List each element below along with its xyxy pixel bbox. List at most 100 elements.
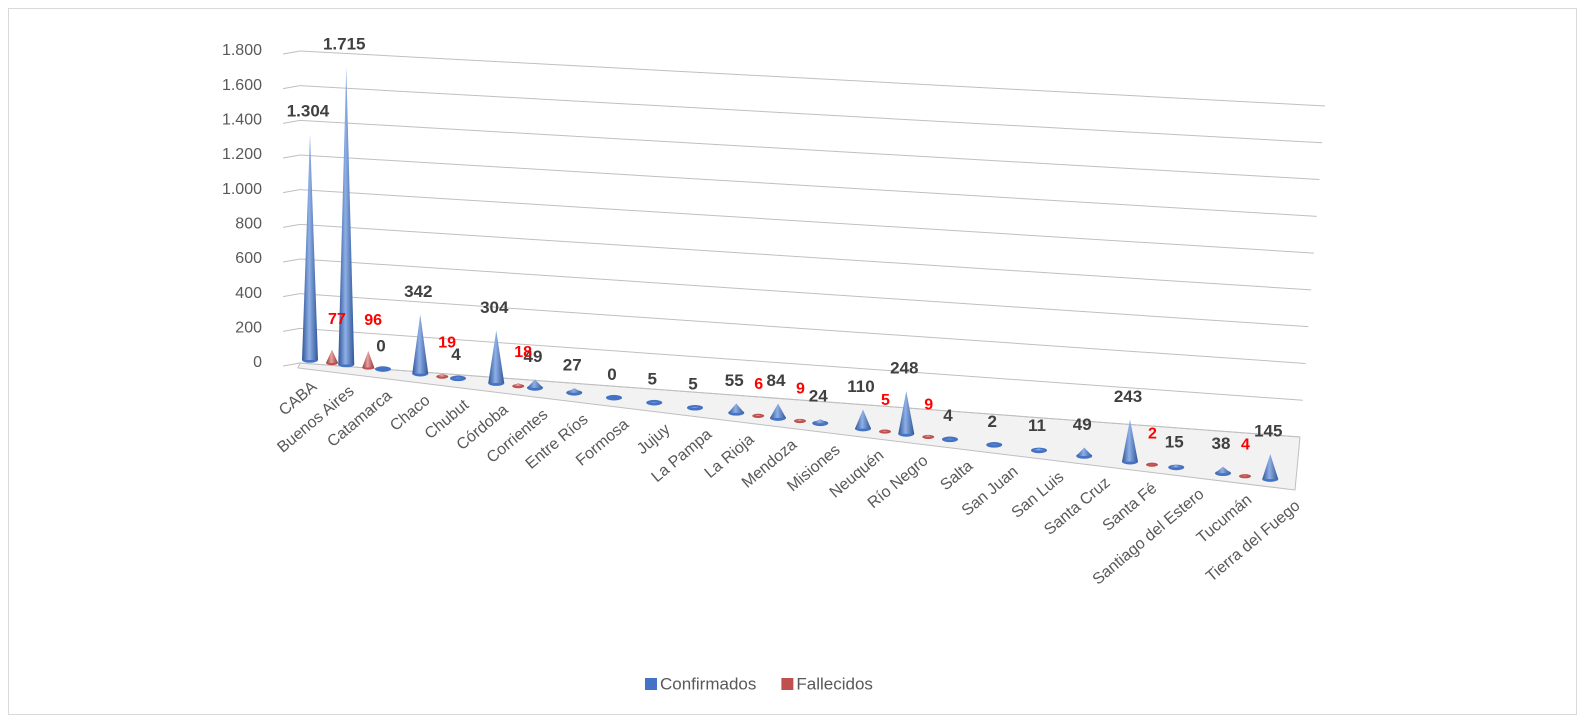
y-tick-label: 0 [253,354,262,371]
cone [1262,453,1279,482]
grid-line [299,258,1309,328]
data-label: 9 [924,397,933,414]
cone [1031,447,1047,454]
y-tick-label: 1.600 [222,77,262,94]
data-label: 24 [809,387,828,406]
cone [687,404,703,411]
cone [375,366,391,372]
cone [302,133,318,363]
data-label: 19 [438,335,456,352]
data-label: 1.304 [287,101,330,120]
cone [1146,462,1158,467]
data-label: 1.715 [323,35,366,54]
cone [527,379,543,391]
cone-part [412,314,429,374]
data-label: 5 [881,392,890,409]
grid-line [299,85,1323,144]
data-label: 49 [1073,415,1092,434]
data-label: 38 [1212,434,1231,453]
cone-part [1122,419,1138,462]
cone [450,375,466,382]
cone-part [512,382,525,387]
cone [879,429,891,434]
data-label: 4 [451,345,461,364]
data-label: 4 [943,406,953,425]
data-label: 243 [1114,387,1142,406]
y-tick-label: 1.800 [222,42,262,59]
cone [606,394,622,401]
data-label: 248 [890,358,918,377]
cone [512,382,525,389]
data-label: 5 [688,374,697,393]
cone-part [879,430,891,432]
cone-part [770,403,786,419]
grid-line [282,85,301,90]
cone-part [450,377,466,379]
grid-line [282,327,301,332]
chart-border [8,8,1577,715]
cone-part [922,435,935,437]
cone-part [1168,464,1185,468]
cone [752,413,765,418]
data-label: 84 [767,371,786,390]
data-label: 342 [404,282,432,301]
cone-part [794,419,806,422]
data-label: 4 [1241,437,1250,454]
grid-line [282,50,301,55]
grid-line [299,189,1314,254]
cone [986,442,1003,448]
cone-part [375,366,391,372]
legend-swatch [645,678,657,690]
cone-part [942,438,958,440]
data-label: 55 [725,371,744,390]
cone-part [527,379,543,388]
cone [412,314,429,377]
cone-part [1215,466,1231,474]
cone-part [855,409,871,429]
legend-label: Fallecidos [796,674,873,693]
cone [855,409,871,432]
cone-part [1262,453,1279,480]
y-tick-label: 1.200 [222,146,262,163]
cone [362,350,375,370]
cone [326,349,338,366]
grid-line [299,119,1320,181]
grid-line [299,293,1306,364]
cone [812,419,829,427]
cone [1239,474,1251,479]
y-tick-label: 1.000 [222,181,262,198]
cone [728,403,745,416]
cone-part [728,403,745,413]
data-label: 0 [376,337,385,356]
cone [1076,447,1093,459]
data-label: 2 [988,412,997,431]
data-label: 5 [648,369,657,388]
grid-line [282,189,301,194]
cone [922,434,935,440]
cone-part [606,394,622,401]
y-tick-label: 1.400 [222,112,262,129]
cone [488,330,505,386]
data-label: 49 [524,347,543,366]
cone-part [1076,447,1093,457]
grid-line [282,258,301,263]
data-label: 15 [1165,432,1184,451]
cone-part [326,349,338,363]
grid-line [282,293,301,298]
cone [794,418,806,424]
grid-line [282,119,301,124]
grid-line [282,362,301,367]
data-label: 27 [563,356,582,375]
cone-part [752,414,765,416]
data-label: 11 [1028,416,1046,435]
data-label: 2 [1148,426,1157,443]
cone-part [1031,448,1047,451]
grid-line [299,327,1303,401]
data-label: 6 [754,376,763,393]
cone-part [646,401,663,403]
cone [1215,466,1231,477]
data-label: 304 [480,298,509,317]
cone-part [812,419,829,424]
cone [898,390,915,437]
